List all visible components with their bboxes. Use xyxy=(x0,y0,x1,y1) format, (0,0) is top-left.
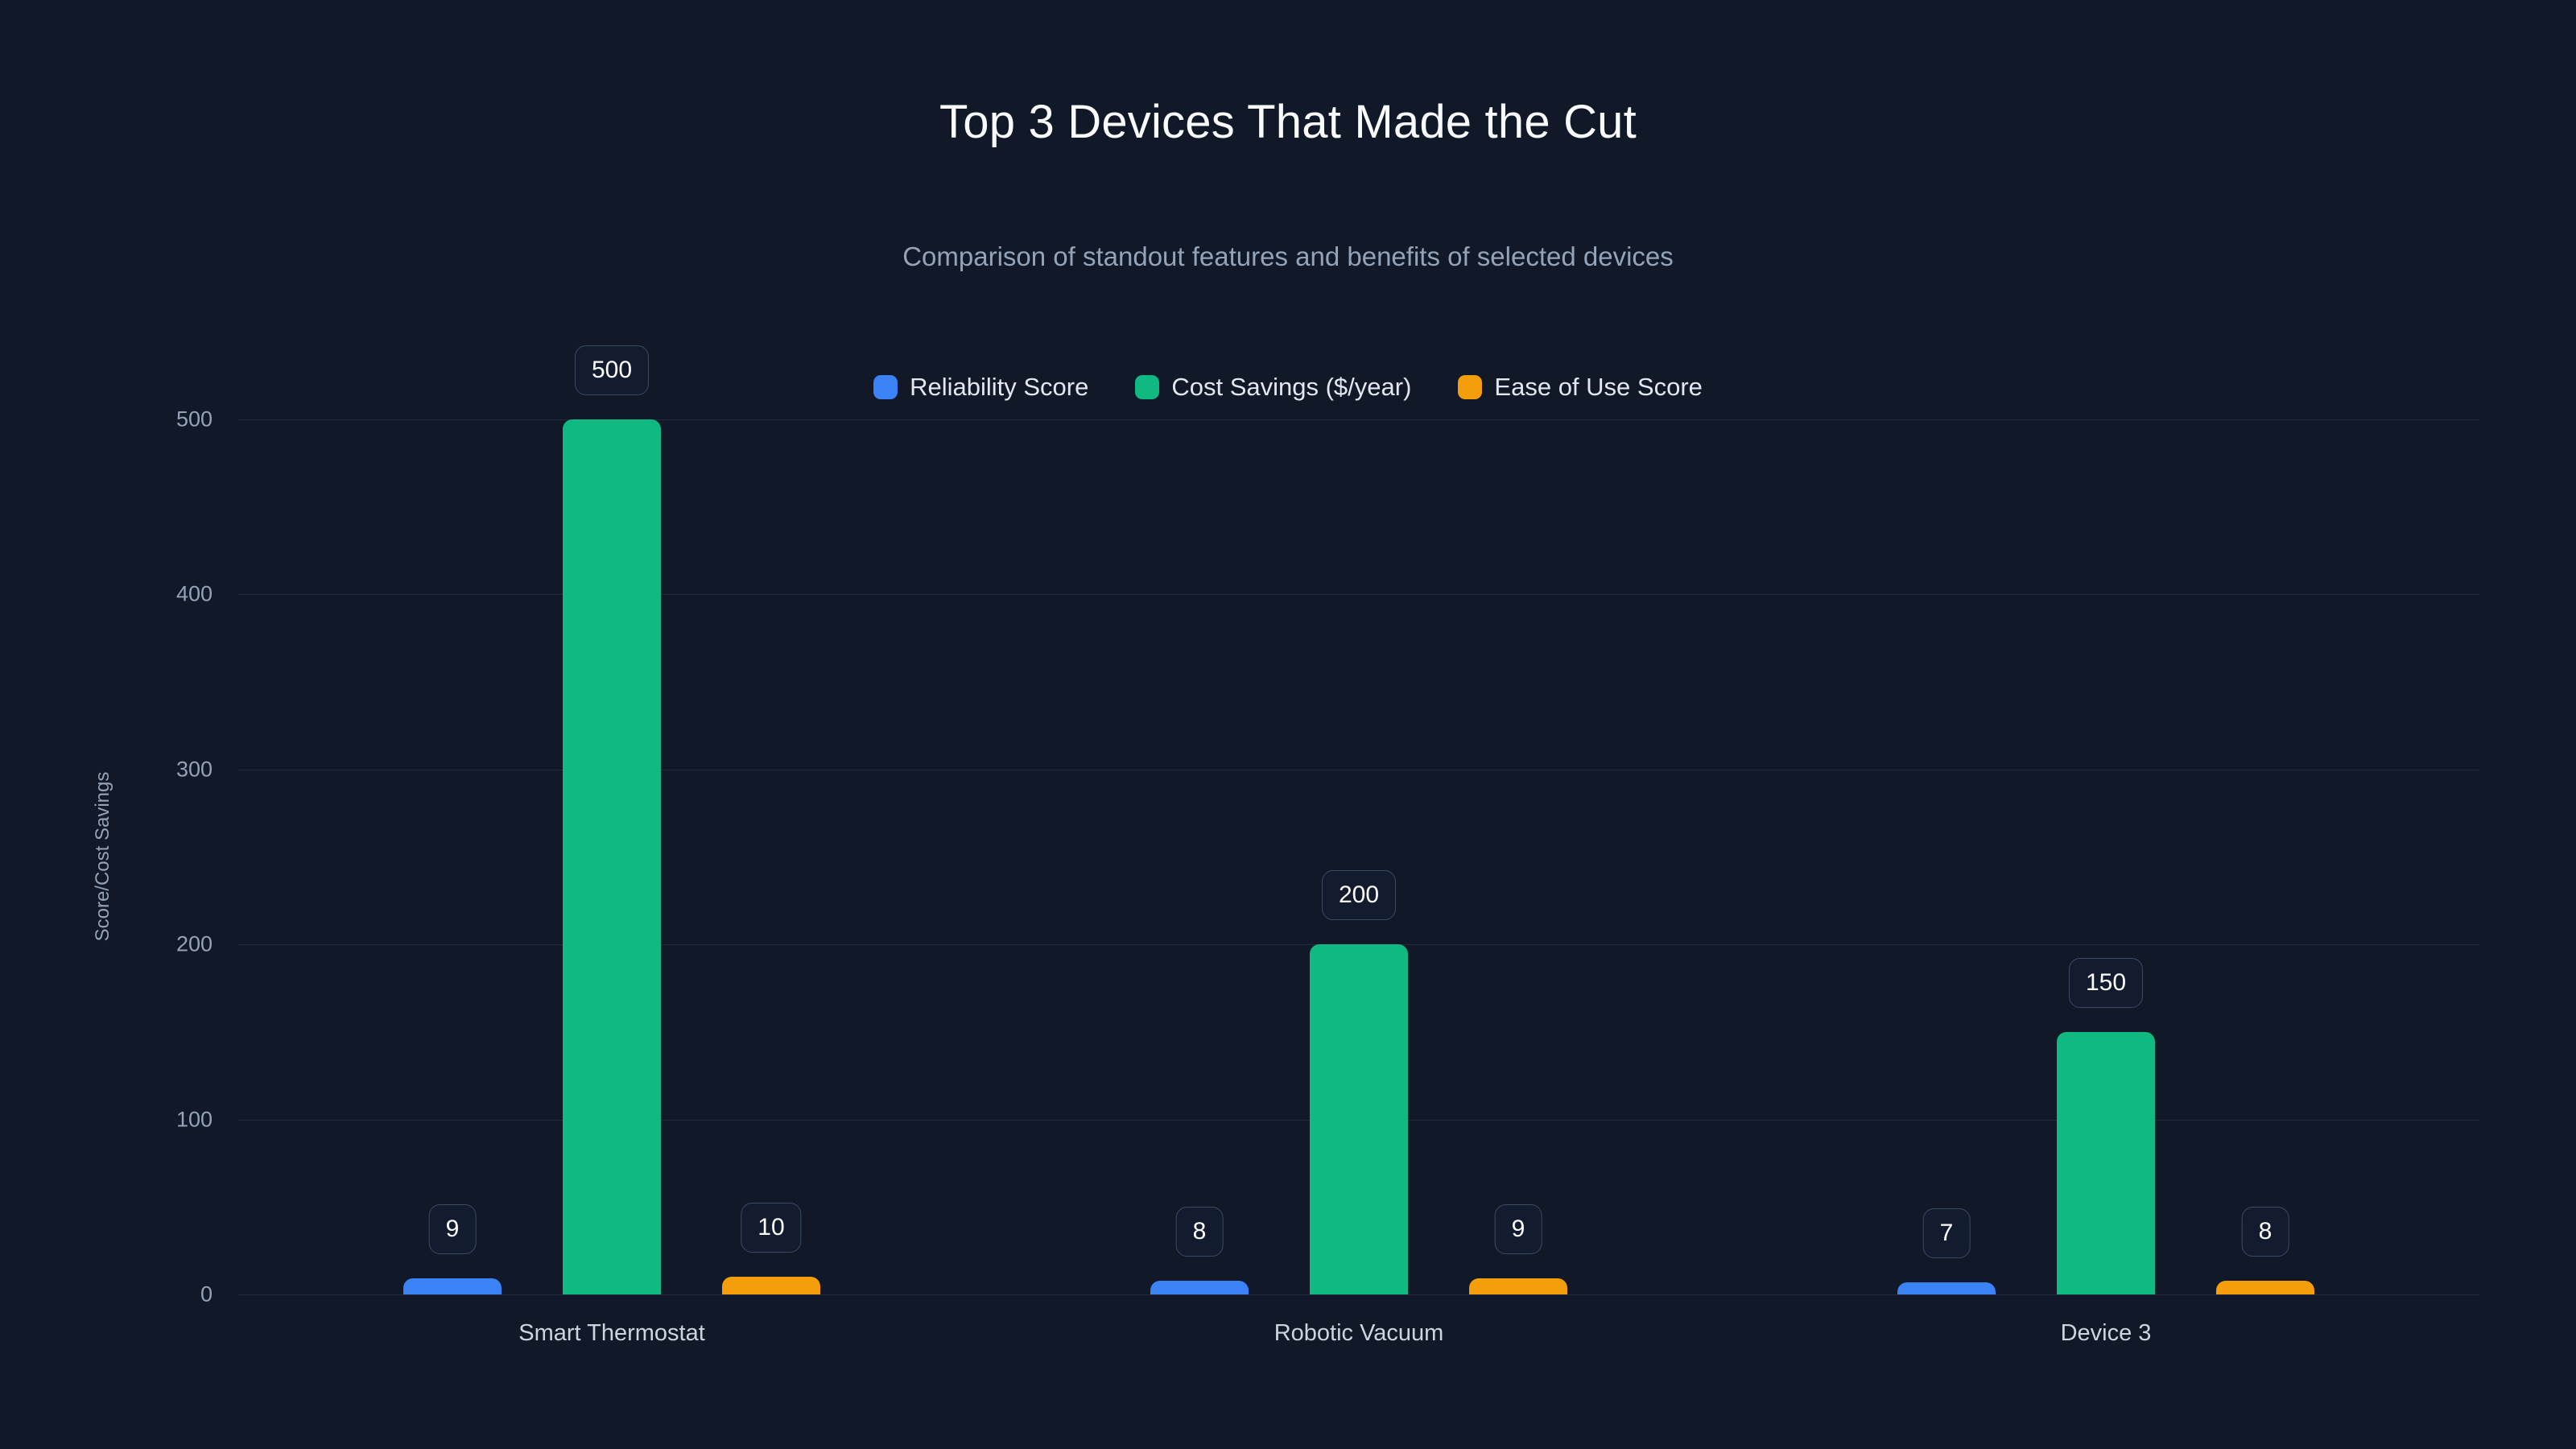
bar[interactable] xyxy=(721,1277,821,1294)
gridline xyxy=(238,1294,2479,1295)
bar-value-badge: 8 xyxy=(2241,1206,2289,1257)
legend-swatch-icon xyxy=(1458,375,1483,399)
gridline xyxy=(238,419,2479,420)
y-tick-label: 100 xyxy=(175,1107,213,1132)
gridline xyxy=(238,594,2479,596)
y-axis-label: Score/Cost Savings xyxy=(92,771,114,942)
legend-label: Reliability Score xyxy=(910,373,1089,401)
legend-item-2[interactable]: Ease of Use Score xyxy=(1458,373,1703,402)
y-tick-label: 0 xyxy=(200,1282,213,1307)
y-tick-label: 500 xyxy=(175,407,213,431)
bar[interactable] xyxy=(1150,1280,1249,1294)
bar-value-badge: 9 xyxy=(1494,1204,1542,1255)
legend-swatch-icon xyxy=(1135,375,1160,399)
y-tick-label: 200 xyxy=(175,931,213,956)
chart-legend: Reliability Score Cost Savings ($/year) Ea… xyxy=(0,373,2576,402)
x-tick-label: Device 3 xyxy=(2060,1320,2152,1346)
bar-value-badge: 150 xyxy=(2068,957,2144,1008)
bar[interactable] xyxy=(402,1278,502,1294)
legend-swatch-icon xyxy=(873,375,898,399)
bar[interactable] xyxy=(1468,1278,1568,1294)
bar[interactable] xyxy=(562,419,662,1294)
bar-value-badge: 7 xyxy=(1922,1208,1971,1258)
plot-area: 9 500 10 8 200 9 7 150 8 xyxy=(238,345,2479,1295)
legend-item-0[interactable]: Reliability Score xyxy=(873,373,1088,402)
legend-item-1[interactable]: Cost Savings ($/year) xyxy=(1135,373,1411,402)
bar-value-badge: 9 xyxy=(428,1204,477,1255)
x-axis-labels: Smart Thermostat Robotic Vacuum Device 3 xyxy=(238,1320,2479,1360)
bar-value-badge: 10 xyxy=(741,1203,802,1253)
bar[interactable] xyxy=(1309,944,1409,1294)
y-tick-label: 400 xyxy=(175,581,213,606)
bar[interactable] xyxy=(1897,1282,1996,1294)
y-axis-ticks: 0 100 200 300 400 500 xyxy=(0,407,238,1307)
chart-title: Top 3 Devices That Made the Cut xyxy=(939,96,1637,148)
bar-value-badge: 200 xyxy=(1321,870,1397,921)
x-tick-label: Smart Thermostat xyxy=(518,1320,705,1346)
bar-value-badge: 8 xyxy=(1175,1206,1224,1257)
y-tick-label: 300 xyxy=(175,757,213,782)
bar[interactable] xyxy=(2215,1280,2315,1294)
x-tick-label: Robotic Vacuum xyxy=(1274,1320,1444,1346)
legend-label: Cost Savings ($/year) xyxy=(1171,373,1412,401)
chart-subtitle: Comparison of standout features and bene… xyxy=(902,242,1674,271)
legend-label: Ease of Use Score xyxy=(1494,373,1703,401)
bar-value-badge: 500 xyxy=(574,345,650,395)
bar[interactable] xyxy=(2056,1031,2156,1294)
